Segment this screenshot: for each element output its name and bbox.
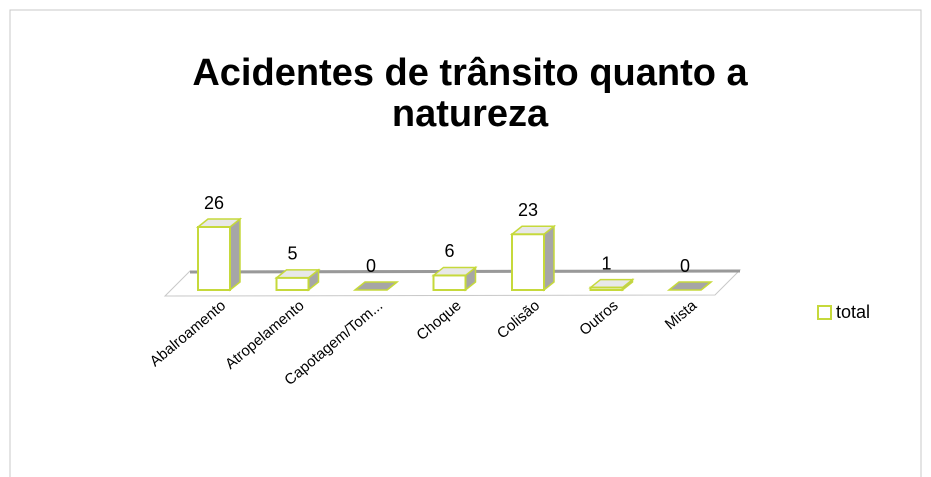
value-label: 23 [518,200,538,220]
bar [432,274,467,292]
bar-side [229,217,241,292]
bar [275,276,310,291]
bar [511,233,545,291]
value-label: 0 [366,256,376,276]
chart-title: natureza [392,93,549,135]
bar [589,286,624,292]
bar [197,226,231,291]
value-label: 6 [444,241,454,261]
chart-frame [9,9,922,477]
bar-top [666,281,714,291]
legend-label: total [836,302,870,322]
value-label: 26 [204,193,224,213]
value-label: 0 [680,256,690,276]
value-label: 5 [287,244,297,264]
bar-top [352,281,400,291]
legend-swatch [817,305,832,320]
value-label: 1 [601,253,611,273]
bar-side [543,224,555,292]
chart-title: Acidentes de trânsito quanto a [192,52,748,94]
